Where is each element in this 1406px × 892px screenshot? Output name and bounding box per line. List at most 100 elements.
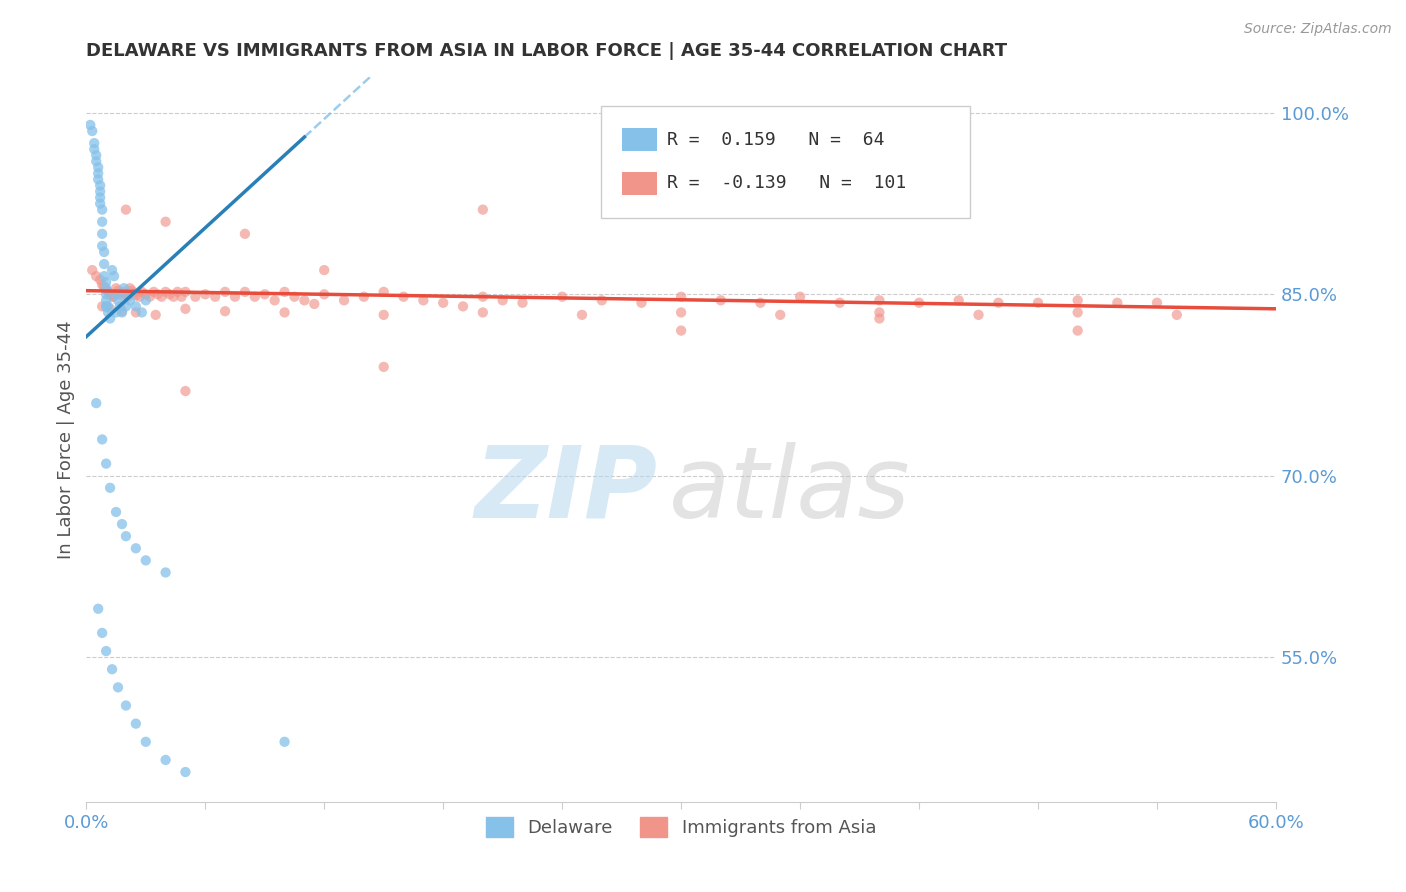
Point	[1066, 293, 1088, 308]
Point	[166, 285, 188, 299]
Point	[471, 202, 494, 217]
Point	[669, 305, 692, 319]
Point	[128, 290, 150, 304]
Point	[451, 299, 474, 313]
Point	[333, 293, 356, 308]
Text: R =  0.159   N =  64: R = 0.159 N = 64	[666, 131, 884, 149]
Point	[87, 172, 110, 186]
Point	[125, 305, 148, 319]
Point	[89, 185, 111, 199]
Point	[93, 269, 115, 284]
Point	[967, 308, 990, 322]
Point	[669, 324, 692, 338]
Point	[125, 288, 148, 302]
Point	[868, 311, 890, 326]
Point	[89, 190, 111, 204]
Point	[105, 305, 128, 319]
Point	[121, 284, 143, 298]
Point	[89, 178, 111, 193]
Point	[118, 293, 141, 308]
Point	[150, 290, 173, 304]
Point	[131, 285, 153, 299]
Point	[118, 281, 141, 295]
Point	[908, 295, 931, 310]
Point	[214, 304, 236, 318]
Point	[253, 287, 276, 301]
Point	[184, 290, 207, 304]
Point	[94, 287, 117, 301]
Text: Source: ZipAtlas.com: Source: ZipAtlas.com	[1244, 22, 1392, 37]
Point	[98, 287, 121, 301]
Point	[145, 308, 167, 322]
Point	[214, 285, 236, 299]
Point	[471, 290, 494, 304]
Point	[174, 384, 197, 398]
Point	[125, 299, 148, 313]
Point	[1026, 295, 1049, 310]
Point	[91, 433, 114, 447]
Point	[551, 290, 574, 304]
Point	[1146, 295, 1168, 310]
Point	[159, 287, 181, 301]
Point	[115, 299, 138, 313]
Point	[669, 290, 692, 304]
Point	[112, 281, 135, 295]
Point	[111, 517, 134, 532]
Point	[97, 305, 120, 319]
Point	[115, 287, 138, 301]
Point	[749, 295, 772, 310]
Point	[94, 293, 117, 308]
Point	[174, 765, 197, 780]
Point	[233, 227, 256, 241]
Point	[82, 263, 104, 277]
Point	[204, 290, 226, 304]
Point	[105, 505, 128, 519]
Point	[146, 287, 169, 301]
Point	[94, 457, 117, 471]
Point	[84, 148, 107, 162]
Point	[107, 681, 129, 695]
Point	[987, 295, 1010, 310]
Point	[84, 154, 107, 169]
Point	[868, 293, 890, 308]
Point	[789, 290, 811, 304]
Point	[591, 293, 613, 308]
Point	[84, 396, 107, 410]
Point	[492, 293, 515, 308]
Point	[273, 285, 295, 299]
Point	[111, 305, 134, 319]
Point	[512, 295, 534, 310]
Point	[373, 285, 395, 299]
Point	[105, 281, 128, 295]
Point	[155, 215, 177, 229]
Point	[304, 297, 326, 311]
Text: atlas: atlas	[669, 442, 911, 539]
Point	[101, 263, 124, 277]
Point	[94, 299, 117, 313]
Point	[115, 202, 138, 217]
Text: DELAWARE VS IMMIGRANTS FROM ASIA IN LABOR FORCE | AGE 35-44 CORRELATION CHART: DELAWARE VS IMMIGRANTS FROM ASIA IN LABO…	[86, 42, 1008, 60]
Point	[83, 136, 105, 150]
Point	[471, 305, 494, 319]
Point	[93, 244, 115, 259]
Point	[769, 308, 792, 322]
Point	[115, 529, 138, 543]
Text: R =  -0.139   N =  101: R = -0.139 N = 101	[666, 174, 905, 193]
Point	[97, 299, 120, 313]
Point	[162, 290, 184, 304]
Bar	[621, 128, 658, 152]
Point	[155, 566, 177, 580]
Point	[112, 285, 135, 299]
Point	[117, 290, 139, 304]
Point	[105, 287, 128, 301]
Point	[155, 285, 177, 299]
Point	[1066, 324, 1088, 338]
Point	[314, 287, 336, 301]
Point	[868, 305, 890, 319]
Point	[292, 293, 315, 308]
Point	[373, 308, 395, 322]
Text: ZIP: ZIP	[474, 442, 658, 539]
Point	[432, 295, 454, 310]
Point	[233, 285, 256, 299]
Point	[373, 359, 395, 374]
